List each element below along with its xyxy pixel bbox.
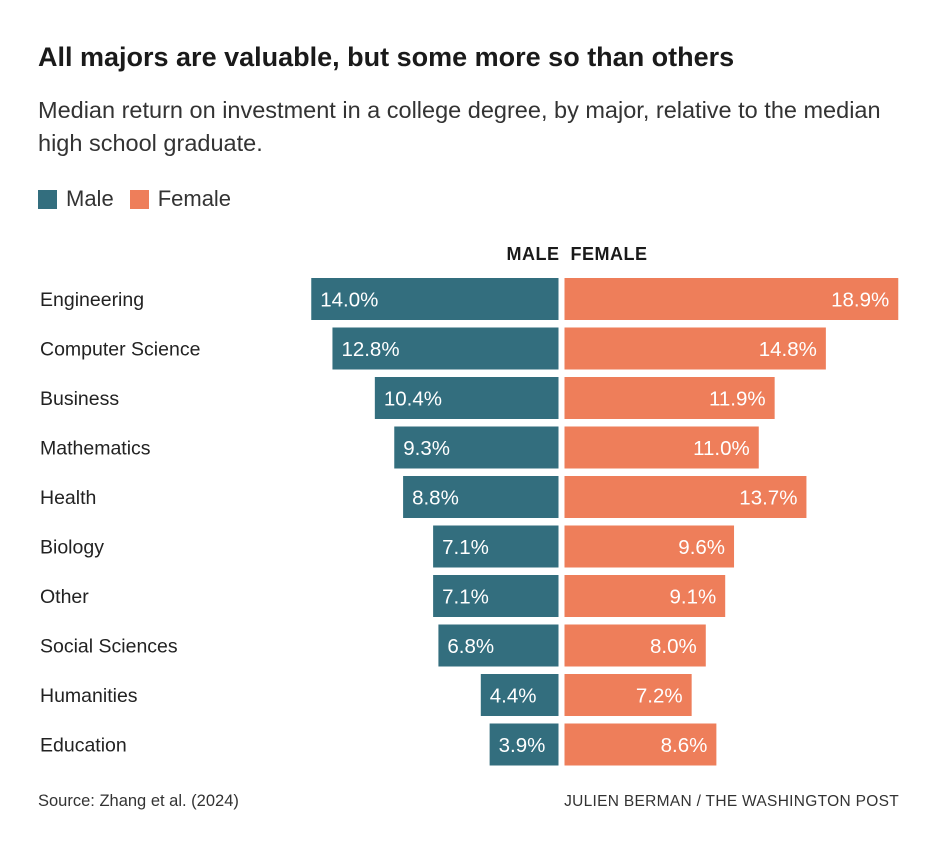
- category-label: Biology: [40, 537, 104, 559]
- female-bar: [564, 624, 706, 667]
- source-note: Source: Zhang et al. (2024): [38, 792, 239, 810]
- male-value-label: 7.1%: [442, 536, 489, 559]
- male-bar: [433, 525, 559, 568]
- legend-item-male: Male: [38, 186, 114, 212]
- legend-item-female: Female: [129, 186, 232, 212]
- category-label: Business: [40, 388, 119, 410]
- category-label: Computer Science: [40, 339, 200, 361]
- male-bar: [374, 377, 559, 419]
- female-bar: [564, 723, 717, 766]
- legend-label-male: Male: [66, 186, 114, 211]
- male-value-label: 6.8%: [447, 635, 494, 658]
- female-bar: [564, 278, 899, 320]
- female-bar: [564, 476, 807, 518]
- chart-title: All majors are valuable, but some more s…: [38, 42, 735, 72]
- male-bar: [394, 426, 559, 469]
- category-label: Social Sciences: [40, 636, 178, 658]
- female-value-label: 18.9%: [831, 289, 889, 312]
- category-label: Humanities: [40, 685, 138, 707]
- female-value-label: 8.0%: [650, 635, 697, 658]
- male-bar: [332, 327, 559, 370]
- female-bar: [564, 575, 726, 617]
- male-bar: [438, 624, 559, 667]
- female-value-label: 11.0%: [693, 437, 750, 460]
- male-bar: [489, 723, 559, 766]
- category-label: Health: [40, 487, 96, 509]
- legend-swatch-female: [129, 189, 149, 209]
- legend: Male Female: [38, 186, 247, 212]
- male-value-label: 9.3%: [403, 437, 450, 460]
- chart-subtitle: Median return on investment in a college…: [38, 97, 881, 156]
- female-bar: [564, 327, 826, 370]
- column-header-female: FEMALE: [571, 244, 648, 264]
- male-value-label: 7.1%: [442, 586, 489, 609]
- category-label: Engineering: [40, 289, 144, 311]
- female-bar: [564, 674, 692, 716]
- male-value-label: 3.9%: [499, 734, 546, 757]
- male-value-label: 8.8%: [412, 487, 459, 510]
- male-value-label: 10.4%: [384, 388, 442, 411]
- male-value-label: 14.0%: [320, 289, 378, 312]
- legend-label-female: Female: [157, 186, 232, 211]
- male-bar: [433, 575, 559, 617]
- female-value-label: 7.2%: [636, 685, 683, 708]
- category-label: Education: [40, 735, 127, 757]
- female-value-label: 9.1%: [669, 586, 716, 609]
- female-bar: [564, 377, 775, 419]
- male-bar: [480, 674, 559, 716]
- male-bar: [311, 278, 559, 320]
- legend-swatch-male: [38, 189, 57, 209]
- female-value-label: 11.9%: [709, 388, 766, 411]
- male-value-label: 4.4%: [490, 685, 537, 708]
- credit-line: JULIEN BERMAN / THE WASHINGTON POST: [564, 793, 899, 810]
- female-value-label: 8.6%: [661, 734, 708, 757]
- male-value-label: 12.8%: [341, 338, 399, 361]
- column-header-male: MALE: [507, 244, 560, 264]
- female-bar: [564, 426, 759, 469]
- female-value-label: 14.8%: [759, 338, 817, 361]
- female-value-label: 13.7%: [739, 487, 797, 510]
- bar-chart: MALE FEMALE Engineering 14.0% 18.9% Computer …: [40, 244, 899, 766]
- female-bar: [564, 525, 735, 568]
- category-label: Other: [40, 586, 89, 608]
- category-label: Mathematics: [40, 438, 151, 460]
- female-value-label: 9.6%: [678, 536, 725, 559]
- male-bar: [403, 476, 559, 518]
